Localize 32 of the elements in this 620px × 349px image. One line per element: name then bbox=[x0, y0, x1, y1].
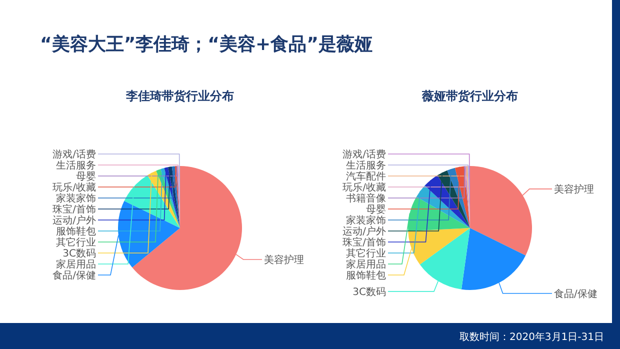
slice-label: 游戏/话费 bbox=[342, 148, 386, 161]
slice-label: 书籍音像 bbox=[346, 192, 386, 205]
slice-label: 3C数码 bbox=[352, 286, 386, 298]
slice-label: 服饰鞋包 bbox=[56, 226, 96, 238]
slice-label: 生活服务 bbox=[346, 160, 386, 172]
slice-label: 其它行业 bbox=[346, 248, 386, 260]
slice-label: 食品/保健 bbox=[554, 288, 598, 300]
slice-label: 珠宝/首饰 bbox=[342, 236, 386, 249]
slice-label: 玩乐/收藏 bbox=[342, 182, 386, 194]
slice-label: 家装家饰 bbox=[56, 192, 96, 205]
text: 取数时间：2020年3月1日-31日 bbox=[459, 331, 604, 343]
slice-label: 游戏/话费 bbox=[52, 148, 96, 161]
slice-label: 家居用品 bbox=[56, 258, 96, 271]
slice-label: 服饰鞋包 bbox=[346, 270, 386, 282]
slice-label: 家装家饰 bbox=[346, 214, 386, 227]
slice-label: 美容护理 bbox=[264, 254, 304, 266]
slice-label: 运动/户外 bbox=[342, 226, 386, 238]
slice-label: 生活服务 bbox=[56, 160, 96, 172]
slice-label: 母婴 bbox=[366, 204, 386, 216]
slice-label: 食品/保健 bbox=[52, 270, 96, 282]
chart-title: 薇娅带货行业分布 bbox=[421, 89, 518, 103]
slice-label: 珠宝/首饰 bbox=[52, 204, 96, 216]
chart-subtitle: 李佳琦带货行业分布 bbox=[125, 89, 234, 103]
slice-label: 3C数码 bbox=[62, 248, 96, 260]
slice-label: 家居用品 bbox=[346, 258, 386, 271]
slice-label: 母婴 bbox=[76, 170, 96, 183]
slice-label: 美容护理 bbox=[554, 183, 594, 196]
slice-label: 汽车配件 bbox=[346, 170, 386, 183]
chart-title: “美容大王”李佳琦；“美容+食品”是薇娅 bbox=[40, 34, 372, 55]
slice-label: 运动/户外 bbox=[52, 214, 96, 227]
slice-label: 玩乐/收藏 bbox=[52, 182, 96, 194]
slice-label: 其它行业 bbox=[56, 236, 96, 249]
